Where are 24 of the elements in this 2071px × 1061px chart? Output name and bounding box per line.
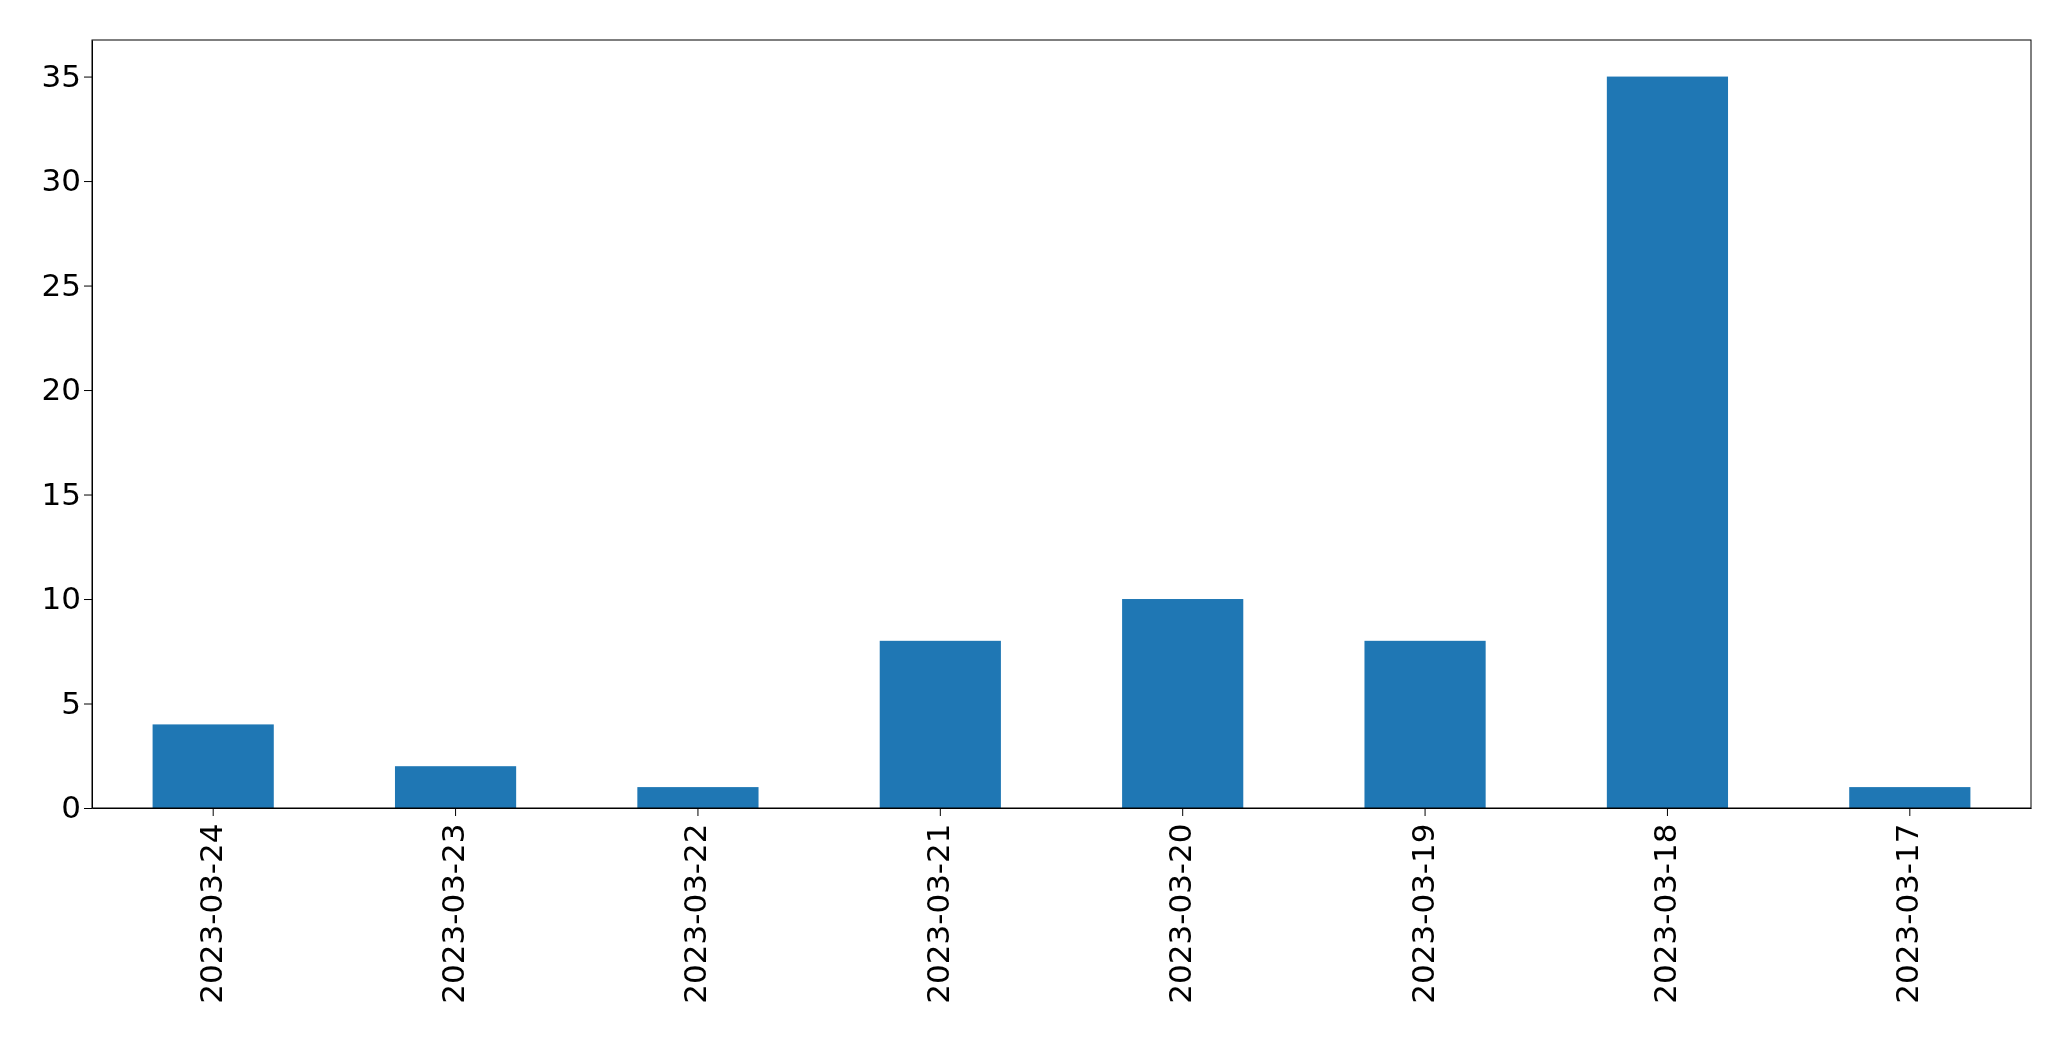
bar [1364, 640, 1486, 808]
bar [1606, 76, 1729, 808]
bar [152, 724, 274, 808]
x-tick-label: 2023-03-24 [192, 823, 229, 1004]
bar [1122, 599, 1244, 808]
x-tick-label: 2023-03-20 [1162, 823, 1199, 1004]
x-tick-label: 2023-03-17 [1889, 823, 1926, 1004]
bar [394, 766, 517, 808]
bar [637, 787, 759, 808]
x-tick-label: 2023-03-23 [435, 823, 472, 1004]
y-tick-label: 25 [41, 266, 81, 303]
y-tick-label: 10 [41, 580, 81, 617]
x-tick-label: 2023-03-19 [1404, 823, 1441, 1004]
y-tick-label: 0 [61, 789, 81, 826]
bar [879, 640, 1001, 808]
y-tick-label: 5 [61, 684, 81, 721]
y-tick-label: 30 [41, 162, 81, 199]
y-tick-label: 35 [41, 57, 81, 94]
y-tick-label: 20 [41, 371, 81, 408]
bar [1849, 787, 1971, 808]
x-tick-label: 2023-03-21 [919, 823, 956, 1004]
x-tick-label: 2023-03-18 [1646, 823, 1683, 1004]
x-tick-label: 2023-03-22 [677, 823, 714, 1004]
y-tick-label: 15 [41, 475, 81, 512]
